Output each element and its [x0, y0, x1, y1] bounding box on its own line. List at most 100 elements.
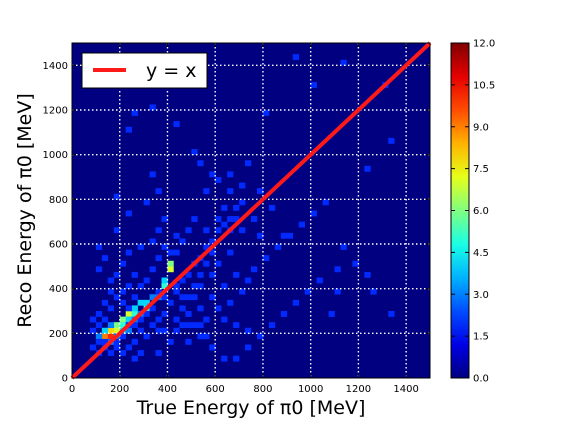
- x-tick-label: 1400: [393, 384, 418, 395]
- heatmap-cell: [143, 199, 150, 206]
- colorbar-tick-label: 1.5: [473, 332, 489, 343]
- heatmap-cell: [173, 283, 180, 289]
- heatmap-cell: [179, 294, 186, 301]
- y-tick-label: 1200: [43, 106, 68, 117]
- heatmap-cell: [245, 344, 252, 351]
- heatmap-cell: [370, 288, 377, 295]
- heatmap-cell: [185, 294, 192, 301]
- heatmap-cell: [95, 244, 103, 250]
- y-tick-label: 1400: [43, 61, 68, 72]
- heatmap-cell: [137, 299, 144, 306]
- heatmap-cell: [209, 249, 216, 256]
- heatmap-cell: [113, 327, 121, 334]
- heatmap-cell: [185, 322, 192, 329]
- heatmap-cell: [107, 327, 115, 334]
- heatmap-cell: [149, 294, 156, 301]
- heatmap-cell: [125, 305, 132, 312]
- heatmap-cell: [256, 333, 264, 340]
- heatmap-cell: [113, 322, 121, 329]
- heatmap-cell: [197, 322, 204, 329]
- heatmap-cell: [185, 311, 192, 317]
- heatmap-cell: [149, 322, 156, 329]
- heatmap-cell: [304, 288, 311, 295]
- heatmap-cell: [167, 266, 174, 273]
- heatmap-cell: [268, 322, 276, 329]
- heatmap-cell: [131, 271, 138, 278]
- heatmap-cell: [227, 249, 234, 256]
- heatmap-cell: [233, 322, 240, 329]
- y-tick-label: 0: [62, 374, 68, 385]
- heatmap-cell: [340, 59, 347, 66]
- heatmap-cell: [125, 344, 132, 351]
- colorbar-tick-label: 3.0: [473, 290, 489, 301]
- heatmap-cell: [149, 238, 156, 245]
- heatmap-cell: [209, 171, 216, 178]
- heatmap-cell: [245, 160, 252, 167]
- heatmap-cell: [280, 232, 288, 239]
- heatmap-cell: [167, 260, 174, 267]
- heatmap-cell: [95, 322, 103, 329]
- colorbar-tick-label: 10.5: [473, 80, 495, 91]
- heatmap-cell: [131, 355, 138, 362]
- colorbar-tick-label: 0.0: [473, 374, 489, 385]
- heatmap-cell: [221, 283, 228, 289]
- heatmap-cell: [191, 322, 198, 329]
- heatmap-cell: [316, 277, 323, 284]
- heatmap-cell: [137, 327, 144, 334]
- colorbar-tick-label: 9.0: [473, 122, 489, 133]
- heatmap-cell: [322, 199, 329, 206]
- heatmap-cell: [251, 216, 258, 222]
- y-axis-ticks: 0 200 400 600 800 1000 1200 1400: [43, 61, 430, 385]
- heatmap-cell: [155, 227, 162, 234]
- heatmap-cell: [239, 227, 246, 234]
- heatmap-cell: [113, 227, 121, 234]
- legend: y = x: [81, 52, 208, 89]
- heatmap-cell: [161, 311, 168, 317]
- heatmap-cell: [131, 305, 138, 312]
- heatmap-cell: [173, 232, 180, 239]
- heatmap-cell: [245, 277, 252, 284]
- heatmap-cell: [101, 338, 109, 345]
- heatmap-cell: [149, 266, 156, 273]
- heatmap-cell: [149, 171, 156, 178]
- heatmap-cell: [89, 316, 97, 323]
- heatmap-cell: [209, 238, 216, 245]
- x-tick-label: 1200: [346, 384, 371, 395]
- heatmap-cell: [227, 188, 234, 195]
- y-tick-label: 600: [49, 240, 68, 251]
- heatmap-cell: [209, 271, 216, 278]
- heatmap-cell: [215, 260, 222, 267]
- heatmap-cell: [334, 266, 341, 273]
- heatmap-cell: [131, 338, 138, 345]
- heatmap-cell: [221, 204, 228, 211]
- x-axis-ticks: 0 200 400 600 800 1000 1200 1400: [69, 43, 419, 395]
- y-equals-x-line: [70, 41, 432, 380]
- heatmap-cell: [125, 249, 132, 256]
- heatmap-cell: [388, 311, 395, 317]
- heatmap-cell: [256, 232, 264, 239]
- heatmap-cell: [161, 283, 168, 289]
- heatmap-cell: [137, 350, 144, 356]
- heatmap-cell: [149, 305, 156, 312]
- heatmap-cell: [143, 299, 150, 306]
- heatmap-cell: [101, 333, 109, 340]
- heatmap-cell: [161, 216, 168, 222]
- heatmap-cell: [227, 216, 234, 222]
- heatmap-cell: [155, 288, 162, 295]
- heatmap-cell: [251, 266, 258, 273]
- heatmap-cell: [95, 338, 103, 345]
- heatmap-cell: [107, 350, 115, 356]
- heatmap-cell: [215, 216, 222, 222]
- heatmap-cell: [227, 299, 234, 306]
- heatmap-cell: [286, 232, 294, 239]
- heatmap-cell: [298, 221, 305, 228]
- heatmap-cell: [388, 137, 395, 144]
- heatmap-cell: [209, 344, 216, 351]
- heatmap-cell: [161, 244, 168, 250]
- heatmap-cell: [173, 121, 180, 128]
- heatmap-cell: [203, 227, 210, 234]
- heatmap-cell: [239, 288, 246, 295]
- heatmap-cell: [113, 338, 121, 345]
- heatmap-cell: [125, 210, 132, 217]
- x-tick-label: 600: [206, 384, 225, 395]
